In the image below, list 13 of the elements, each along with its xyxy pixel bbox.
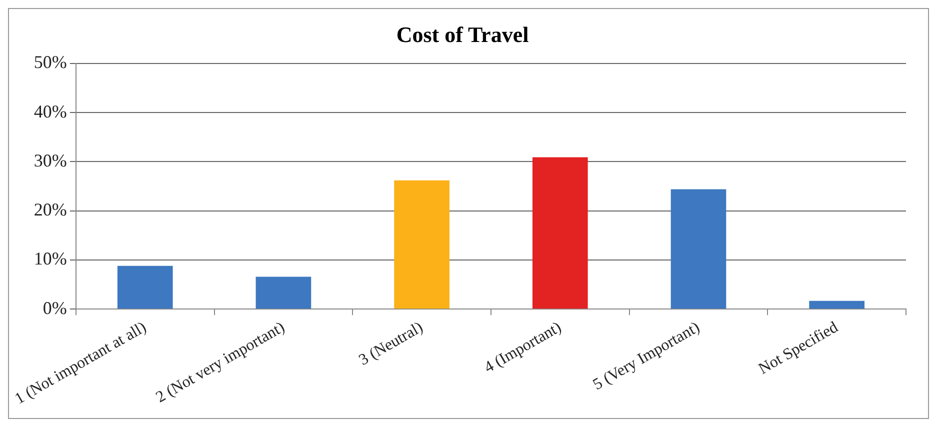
bar — [394, 180, 450, 309]
y-tick-label: 50% — [34, 52, 67, 72]
y-tick-label: 20% — [34, 200, 67, 220]
bar — [256, 276, 312, 309]
bar — [532, 157, 588, 309]
y-tick-label: 40% — [34, 101, 67, 122]
y-tick-label: 0% — [42, 298, 67, 318]
y-tick-label: 10% — [34, 248, 67, 269]
chart-title: Cost of Travel — [396, 22, 529, 47]
bar — [670, 189, 726, 309]
bar — [809, 300, 864, 309]
y-tick-label: 30% — [34, 150, 67, 170]
bar — [117, 266, 173, 309]
